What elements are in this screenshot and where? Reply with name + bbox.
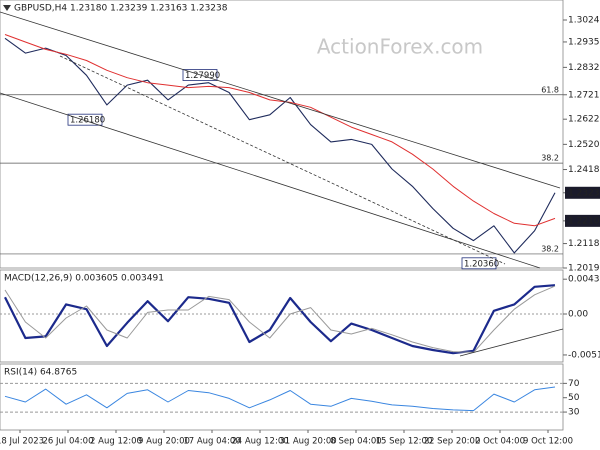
- channel-lower: [0, 92, 541, 269]
- annotation-box: [461, 257, 497, 270]
- divergence-line: [459, 328, 564, 357]
- panel-frame: [0, 269, 564, 363]
- x-tick-label: 31 Aug 20:00: [279, 437, 336, 447]
- panel-frame: [0, 0, 564, 269]
- x-tick-label: 2 Oct 04:00: [475, 437, 525, 447]
- channel-upper: [0, 11, 561, 189]
- y-tick-label: 1.24180: [568, 165, 600, 175]
- x-tick-label: 26 Jul 04:00: [43, 437, 94, 447]
- trend-lines: [0, 11, 564, 357]
- y-tick-label: 1.26220: [568, 115, 600, 125]
- y-tick-label: 1.21180: [568, 239, 600, 249]
- price-box: [565, 214, 600, 227]
- x-tick-label: 9 Oct 12:00: [523, 437, 573, 447]
- menu-icon[interactable]: [3, 5, 11, 11]
- y-tick-label: 1.20190: [568, 264, 600, 274]
- panel-frame: [0, 363, 564, 431]
- price-box: [565, 186, 600, 199]
- fib-label: 38.2: [541, 154, 559, 163]
- x-tick-label: 17 Aug 04:00: [183, 437, 240, 447]
- y-tick-label: -0.005119: [568, 350, 600, 360]
- panel-title: RSI(14) 64.8765: [4, 368, 77, 378]
- y-tick-label: 0.00435: [568, 275, 600, 285]
- y-tick-label: 50: [568, 393, 580, 403]
- watermark: ActionForex.com: [317, 35, 483, 59]
- y-tick-label: 30: [568, 408, 580, 418]
- x-tick-label: 24 Aug 12:00: [231, 437, 288, 447]
- y-tick-label: 1.30240: [568, 15, 600, 25]
- y-tick-label: 1.28320: [568, 63, 600, 73]
- y-tick-label: 1.27210: [568, 90, 600, 100]
- x-tick-label: 22 Sep 20:00: [424, 437, 481, 447]
- x-tick-label: 9 Aug 20:00: [138, 437, 190, 447]
- series-line: [4, 386, 556, 412]
- fib-label: 38.2: [541, 244, 559, 253]
- y-tick-label: 1.22100: [568, 216, 600, 226]
- y-tick-label: 1.23238: [568, 188, 600, 198]
- trend-dashed: [59, 55, 506, 265]
- y-tick-label: 1.25200: [568, 140, 600, 150]
- y-tick-label: 0.00: [568, 310, 588, 320]
- panel-title: MACD(12,26,9) 0.003605 0.003491: [4, 274, 164, 284]
- series-line: [4, 37, 556, 254]
- x-tick-label: 15 Sep 12:00: [376, 437, 433, 447]
- x-tick-label: 18 Jul 2023: [0, 437, 44, 447]
- series-line: [4, 34, 556, 227]
- panel-title: GBPUSD,H4 1.23180 1.23239 1.23163 1.2323…: [14, 4, 228, 14]
- x-tick-label: 8 Sep 04:00: [330, 437, 381, 447]
- annotation-label: 1.26180: [70, 116, 105, 126]
- y-tick-label: 70: [568, 379, 580, 389]
- series-line: [4, 285, 556, 353]
- annotation-box: [67, 113, 103, 126]
- y-tick-label: 1.29350: [568, 37, 600, 47]
- annotation-label: 1.20360: [464, 259, 499, 269]
- fib-label: 61.8: [541, 85, 559, 94]
- x-tick-label: 2 Aug 12:00: [90, 437, 142, 447]
